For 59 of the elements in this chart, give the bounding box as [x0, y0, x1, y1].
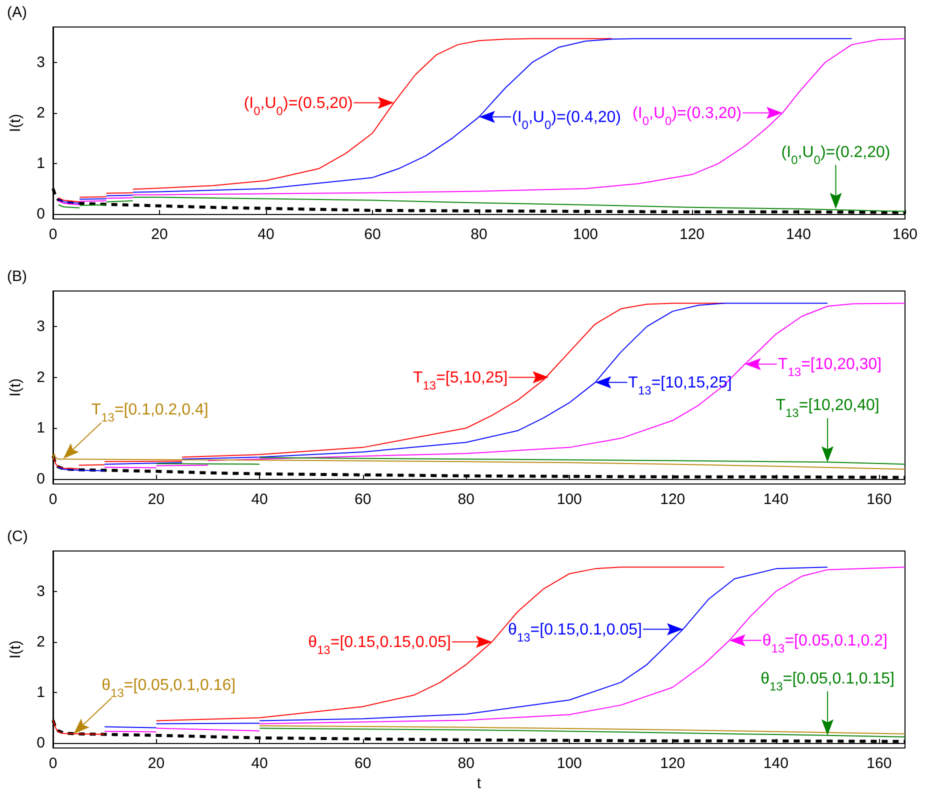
x-tick-label: 60	[364, 226, 381, 243]
annotation: (I$_{0}$,U$_{0}$)=(0.4,20)	[512, 108, 621, 132]
x-tick-label: 40	[251, 491, 268, 508]
x-tick-label: 60	[354, 491, 372, 508]
x-tick-label: 80	[458, 755, 474, 772]
x-tick-label: 60	[354, 755, 372, 772]
x-tick-label: 20	[148, 491, 165, 508]
annotation: (I$_{0}$,U$_{0}$)=(0.5,20)	[244, 94, 353, 118]
x-tick-label: 100	[556, 755, 582, 772]
y-tick-label: 1	[36, 684, 45, 701]
y-tick-label: 0	[36, 734, 45, 752]
annotation: (I$_{0}$,U$_{0}$)=(0.3,20)	[632, 104, 742, 128]
x-tick-label: 80	[458, 491, 474, 508]
chart-title: (A)	[7, 4, 27, 21]
x-tick-label: 20	[151, 226, 168, 243]
x-axis-title: t	[476, 775, 482, 792]
x-tick-label: 0	[48, 755, 58, 772]
annotation: θ$_{13}$=[0.05,0.1,0.16]	[102, 676, 236, 700]
y-tick-label: 3	[36, 54, 45, 71]
y-tick-label: 0	[36, 470, 45, 488]
x-tick-label: 120	[679, 226, 705, 243]
annotation: θ$_{13}$=[0.05,0.1,0.15]	[760, 670, 895, 694]
y-tick-label: 1	[36, 420, 45, 437]
x-tick-label: 160	[866, 491, 892, 508]
x-tick-label: 140	[786, 226, 812, 243]
annotation: T$_{13}$=[5,10,25]	[412, 369, 508, 392]
y-tick-label: 1	[36, 154, 45, 172]
x-tick-label: 140	[763, 491, 788, 508]
x-tick-label: 20	[148, 755, 165, 772]
y-tick-label: 2	[36, 633, 45, 650]
annotation: T$_{13}$=[10,20,40]	[776, 397, 880, 420]
annotation: T$_{13}$=[10,20,30]	[778, 356, 882, 380]
y-tick-label: 0	[36, 205, 45, 222]
y-tick-label: 2	[36, 368, 45, 386]
x-tick-label: 80	[470, 226, 488, 243]
x-tick-label: 40	[258, 226, 274, 243]
chart-title: (B)	[7, 268, 27, 285]
x-tick-label: 160	[892, 226, 918, 243]
y-tick-label: 2	[36, 104, 45, 122]
y-tick-label: 3	[36, 318, 45, 336]
chart-title: (C)	[7, 528, 28, 545]
x-tick-label: 100	[572, 226, 598, 243]
x-tick-label: 160	[866, 755, 892, 772]
annotation: θ$_{13}$=[0.15,0.15,0.05]	[308, 634, 451, 657]
x-tick-label: 120	[660, 755, 686, 772]
x-tick-label: 40	[251, 755, 268, 772]
x-tick-label: 0	[48, 226, 58, 243]
annotation: (I$_{0}$,U$_{0}$)=(0.2,20)	[781, 144, 890, 167]
y-axis-title: I(t)	[7, 114, 24, 132]
x-tick-label: 140	[763, 755, 788, 772]
x-tick-label: 0	[48, 491, 58, 508]
x-tick-label: 100	[556, 491, 582, 508]
annotation: θ$_{13}$=[0.15,0.1,0.05]	[508, 621, 642, 644]
y-axis-title: I(t)	[7, 640, 24, 659]
y-axis-title: I(t)	[7, 378, 24, 397]
x-tick-label: 120	[660, 491, 686, 508]
annotation: θ$_{13}$=[0.05,0.1,0.2]	[762, 632, 888, 656]
y-tick-label: 3	[36, 582, 45, 600]
annotation: T$_{13}$=[0.1,0.2,0.4]	[91, 402, 208, 425]
